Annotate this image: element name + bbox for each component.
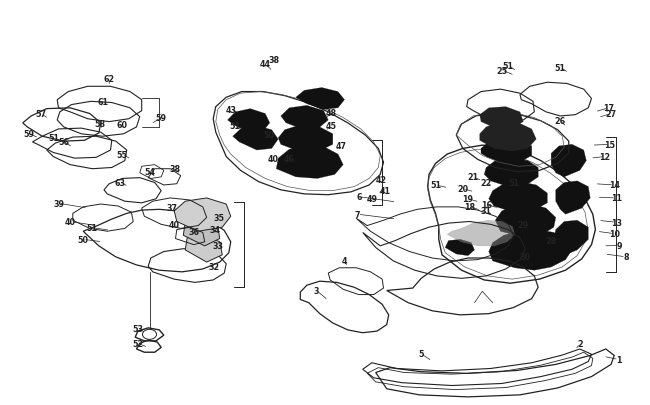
Text: 51: 51: [87, 224, 98, 232]
Text: 44: 44: [260, 60, 270, 69]
Text: 8: 8: [623, 253, 629, 262]
Text: 55: 55: [117, 150, 127, 159]
Text: 18: 18: [463, 203, 475, 212]
Text: 57: 57: [36, 110, 46, 119]
Text: 61: 61: [98, 98, 108, 107]
Polygon shape: [481, 139, 532, 164]
Text: 51: 51: [503, 62, 514, 70]
Text: 37: 37: [167, 203, 177, 212]
Polygon shape: [227, 109, 270, 133]
Text: 40: 40: [268, 155, 278, 164]
Text: 10: 10: [609, 230, 619, 239]
Text: 50: 50: [263, 130, 274, 139]
Text: 41: 41: [380, 187, 390, 196]
Text: 58: 58: [94, 120, 105, 129]
Text: 2: 2: [577, 339, 582, 348]
Polygon shape: [480, 107, 523, 129]
Text: 7: 7: [355, 210, 360, 219]
Polygon shape: [480, 122, 536, 152]
Text: 31: 31: [481, 207, 491, 216]
Text: 49: 49: [367, 195, 377, 204]
Text: 59: 59: [24, 130, 34, 139]
Polygon shape: [489, 182, 547, 213]
Text: 62: 62: [103, 75, 115, 84]
Text: 42: 42: [376, 176, 387, 185]
Text: 50: 50: [78, 235, 88, 244]
Text: 26: 26: [554, 117, 566, 126]
Text: 53: 53: [133, 324, 143, 333]
Polygon shape: [489, 230, 572, 271]
Polygon shape: [296, 88, 344, 110]
Text: 30: 30: [520, 253, 530, 262]
Polygon shape: [183, 220, 220, 246]
Text: 45: 45: [326, 122, 337, 131]
Text: 46: 46: [284, 155, 294, 164]
Text: 39: 39: [53, 199, 64, 208]
Text: 29: 29: [517, 221, 529, 230]
Text: 9: 9: [617, 241, 622, 250]
Text: 24: 24: [485, 112, 497, 121]
Polygon shape: [174, 198, 231, 232]
Text: 51: 51: [520, 130, 530, 139]
Text: 51: 51: [555, 64, 566, 72]
Polygon shape: [445, 240, 474, 256]
Text: 6: 6: [357, 193, 362, 202]
Text: 63: 63: [115, 179, 125, 188]
Polygon shape: [281, 106, 328, 130]
Text: 27: 27: [605, 110, 617, 119]
Text: 38: 38: [170, 165, 181, 174]
Polygon shape: [278, 126, 333, 152]
Text: 35: 35: [214, 213, 224, 222]
Text: 51: 51: [49, 133, 59, 142]
Text: 3: 3: [314, 286, 319, 295]
Text: 51: 51: [230, 122, 240, 131]
Text: 60: 60: [117, 120, 127, 129]
Text: 20: 20: [457, 185, 469, 194]
Text: 15: 15: [604, 141, 615, 149]
Polygon shape: [556, 181, 590, 215]
Text: 14: 14: [609, 181, 619, 190]
Text: 19: 19: [463, 195, 473, 204]
Polygon shape: [185, 236, 222, 262]
Text: 13: 13: [611, 218, 621, 227]
Text: 40: 40: [169, 221, 179, 230]
Polygon shape: [484, 159, 538, 187]
Text: 17: 17: [603, 104, 614, 113]
Polygon shape: [551, 145, 586, 177]
Text: 1: 1: [616, 355, 621, 364]
Text: 38: 38: [268, 55, 280, 64]
Text: 54: 54: [144, 168, 155, 177]
Text: 48: 48: [326, 109, 337, 118]
Text: 21: 21: [467, 173, 479, 182]
Text: 28: 28: [545, 237, 556, 246]
Text: 11: 11: [611, 194, 621, 203]
Polygon shape: [276, 146, 343, 179]
Text: 22: 22: [480, 179, 492, 188]
Polygon shape: [554, 221, 588, 257]
Text: 32: 32: [209, 262, 220, 271]
Polygon shape: [447, 221, 515, 246]
Text: 12: 12: [599, 153, 610, 162]
Polygon shape: [233, 126, 278, 151]
Text: 16: 16: [481, 200, 491, 209]
Text: 34: 34: [209, 226, 220, 234]
Text: 5: 5: [419, 350, 424, 358]
Text: 56: 56: [58, 138, 69, 147]
Text: 52: 52: [132, 339, 144, 348]
Text: 47: 47: [336, 142, 346, 151]
Text: 25: 25: [496, 66, 508, 75]
Text: 33: 33: [213, 242, 223, 251]
Text: 40: 40: [65, 217, 75, 226]
Polygon shape: [495, 205, 556, 237]
Text: 51: 51: [430, 181, 441, 190]
Text: 4: 4: [342, 257, 347, 266]
Text: 36: 36: [188, 227, 199, 236]
Text: 23: 23: [512, 127, 524, 136]
Text: 59: 59: [156, 114, 166, 123]
Text: 51: 51: [508, 179, 519, 188]
Text: 43: 43: [226, 106, 236, 115]
